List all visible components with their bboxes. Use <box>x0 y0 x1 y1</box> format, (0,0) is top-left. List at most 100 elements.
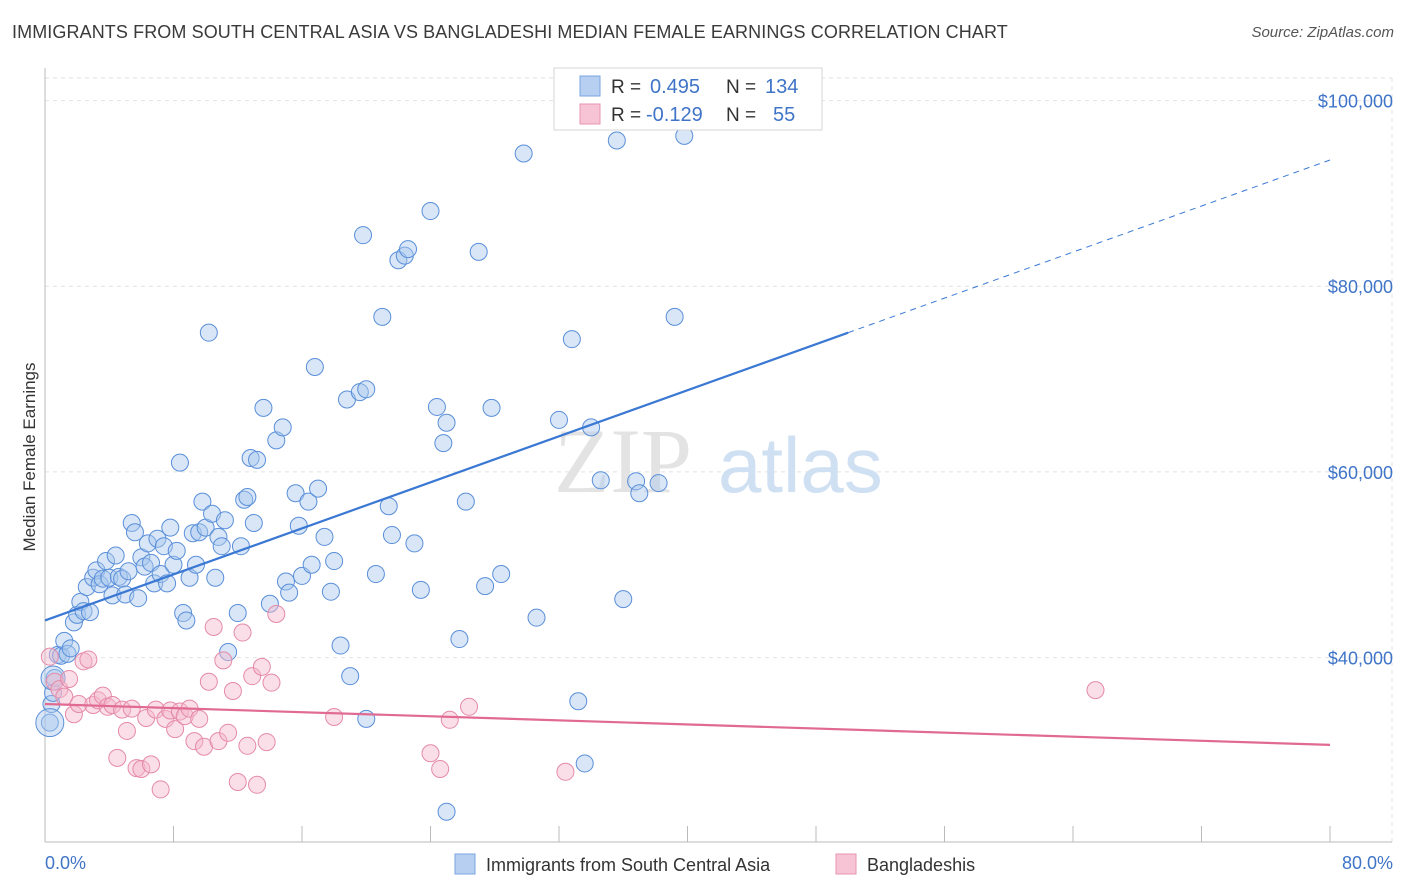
point-immigrants <box>286 484 305 503</box>
point-immigrants <box>45 669 64 688</box>
point-bangladeshis <box>93 686 112 705</box>
point-immigrants <box>325 552 344 571</box>
point-immigrants <box>93 569 112 588</box>
point-immigrants <box>219 643 238 662</box>
source-label: Source: ZipAtlas.com <box>1251 24 1394 41</box>
point-bangladeshis <box>122 699 141 718</box>
legend-r-label-1: R = <box>611 77 641 98</box>
point-immigrants <box>238 487 257 506</box>
point-bangladeshis <box>248 775 267 794</box>
point-bangladeshis <box>252 657 271 676</box>
point-immigrants <box>254 398 273 417</box>
point-immigrants <box>550 410 568 429</box>
point-immigrants <box>248 450 267 469</box>
chart-title: IMMIGRANTS FROM SOUTH CENTRAL ASIA VS BA… <box>12 22 1008 42</box>
point-immigrants <box>331 636 350 655</box>
point-immigrants <box>199 323 218 342</box>
point-bangladeshis <box>151 780 170 799</box>
point-immigrants <box>315 527 334 546</box>
trend-line-bangladeshis <box>44 702 1331 746</box>
point-immigrants-large <box>35 708 65 738</box>
point-immigrants <box>607 131 626 150</box>
point-bangladeshis <box>460 697 479 716</box>
point-immigrants <box>354 226 373 245</box>
point-bangladeshis <box>421 744 440 763</box>
point-immigrants <box>569 692 588 711</box>
point-bangladeshis <box>166 720 185 739</box>
legend-r-label-2: R = <box>611 105 641 126</box>
point-bangladeshis <box>142 755 161 774</box>
bottom-legend-swatch-pink <box>835 853 857 875</box>
point-immigrants <box>100 568 119 587</box>
point-immigrants <box>90 575 109 594</box>
point-immigrants <box>61 639 80 658</box>
point-bangladeshis <box>238 736 257 755</box>
y-tick-label: $40,000 <box>1328 649 1393 669</box>
legend-n-label-2: N = <box>726 105 756 126</box>
point-immigrants <box>357 709 376 728</box>
point-immigrants <box>514 144 533 163</box>
point-immigrants <box>129 589 148 608</box>
point-bangladeshis <box>190 709 209 728</box>
point-bangladeshis <box>556 762 575 781</box>
point-immigrants <box>244 513 263 532</box>
point-bangladeshis <box>431 760 450 779</box>
point-bangladeshis <box>40 647 59 666</box>
y-tick-label: $80,000 <box>1328 277 1393 297</box>
point-bangladeshis <box>233 623 252 642</box>
point-bangladeshis <box>132 760 151 779</box>
point-immigrants <box>190 523 209 542</box>
point-immigrants <box>373 307 392 326</box>
point-immigrants <box>276 572 295 591</box>
point-bangladeshis <box>257 733 276 752</box>
point-immigrants <box>357 380 376 399</box>
point-immigrants <box>309 479 328 498</box>
point-immigrants <box>321 582 340 601</box>
y-tick-label: $100,000 <box>1318 92 1393 112</box>
point-immigrants <box>627 472 646 491</box>
point-immigrants <box>649 474 668 493</box>
point-bangladeshis <box>228 773 247 792</box>
point-bangladeshis <box>262 673 281 692</box>
watermark-atlas: atlas <box>718 421 883 509</box>
point-immigrants <box>341 667 360 686</box>
y-tick-label: $60,000 <box>1328 463 1393 483</box>
point-immigrants <box>614 590 633 609</box>
point-immigrants <box>427 397 446 416</box>
y-axis-title: Median Female Earnings <box>20 363 39 552</box>
axes <box>44 68 1392 843</box>
legend-swatch-pink <box>579 103 601 125</box>
bottom-legend: Immigrants from South Central Asia Bangl… <box>454 853 975 875</box>
point-immigrants <box>665 307 684 326</box>
point-immigrants <box>299 492 318 511</box>
point-immigrants <box>167 541 186 560</box>
point-immigrants <box>193 492 212 511</box>
series-immigrants-points <box>35 126 694 821</box>
point-immigrants <box>74 602 93 621</box>
x-tick-label-min: 0.0% <box>45 853 86 873</box>
x-tick-label-max: 80.0% <box>1342 853 1393 873</box>
point-immigrants <box>405 534 424 553</box>
point-immigrants <box>482 398 501 417</box>
point-immigrants <box>630 484 649 503</box>
legend-n-label-1: N = <box>726 77 756 98</box>
point-immigrants <box>161 518 180 537</box>
point-immigrants <box>241 449 260 467</box>
point-bangladeshis <box>267 604 286 623</box>
point-immigrants <box>235 490 254 509</box>
point-bangladeshis <box>325 708 344 727</box>
point-immigrants <box>109 567 128 586</box>
point-immigrants <box>273 418 292 437</box>
point-bangladeshis <box>185 732 204 751</box>
point-immigrants <box>280 583 299 602</box>
point-immigrants <box>591 471 610 490</box>
watermark-zip: ZIP <box>554 410 692 512</box>
bottom-legend-swatch-blue <box>454 853 476 875</box>
watermark: ZIP atlas <box>554 410 883 512</box>
legend-swatch-blue <box>579 75 601 97</box>
point-immigrants <box>267 431 286 450</box>
legend-r-value-1: 0.495 <box>650 76 700 98</box>
point-immigrants <box>170 453 189 472</box>
point-immigrants <box>228 604 247 623</box>
